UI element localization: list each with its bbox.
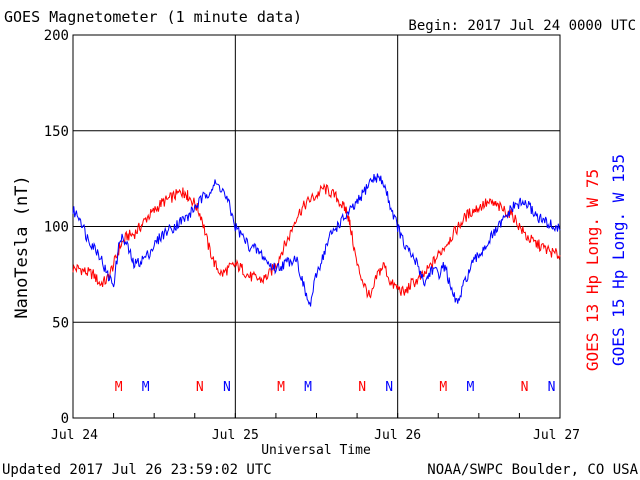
y-tick-label: 50: [52, 315, 69, 331]
noon-marker: M: [466, 380, 474, 395]
noon-marker: M: [277, 380, 285, 395]
noon-marker: M: [304, 380, 312, 395]
x-axis-title: Universal Time: [261, 443, 371, 458]
midnight-marker: N: [385, 380, 393, 395]
midnight-marker: N: [521, 380, 529, 395]
x-tick-label: Jul 24: [51, 428, 98, 443]
y-axis-title: NanoTesla (nT): [12, 175, 32, 318]
y-tick-label: 100: [44, 220, 69, 236]
midnight-marker: N: [358, 380, 366, 395]
midnight-marker: N: [196, 380, 204, 395]
midnight-marker: N: [548, 380, 556, 395]
series-line-goes15: [72, 173, 561, 307]
legend-goes15: GOES 15 Hp Long. W 135: [609, 154, 628, 366]
series-line-goes13: [72, 183, 561, 299]
legend-goes13: GOES 13 Hp Long. W 75: [583, 169, 602, 371]
x-tick-label: Jul 27: [533, 428, 580, 443]
x-tick-label: Jul 26: [374, 428, 421, 443]
midnight-marker: N: [223, 380, 231, 395]
updated-timestamp: Updated 2017 Jul 26 23:59:02 UTC: [2, 462, 272, 478]
x-tick-label: Jul 25: [212, 428, 259, 443]
begin-time: Begin: 2017 Jul 24 0000 UTC: [408, 18, 636, 34]
noon-marker: M: [439, 380, 447, 395]
y-tick-label: 150: [44, 124, 69, 140]
noon-marker: M: [142, 380, 150, 395]
source-credit: NOAA/SWPC Boulder, CO USA: [427, 462, 638, 478]
y-tick-label: 200: [44, 28, 69, 44]
chart-title: GOES Magnetometer (1 minute data): [4, 8, 302, 26]
noon-marker: M: [115, 380, 123, 395]
y-tick-label: 0: [61, 411, 69, 427]
plot-area: 0 50 100 150 200 Jul 24 Jul 25 Jul 26 Jul 27 M N M N…: [44, 28, 580, 443]
